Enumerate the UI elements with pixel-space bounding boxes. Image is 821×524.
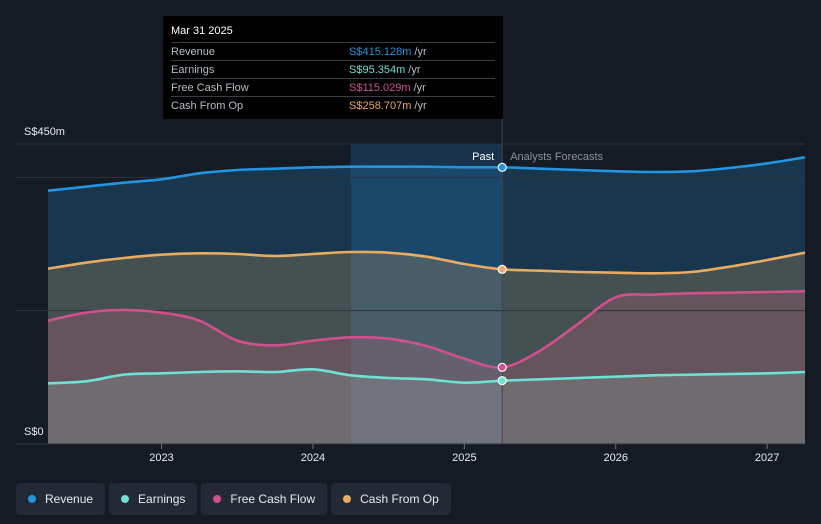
x-axis-ticks: 2023 2024 2025 2026 2027 xyxy=(149,444,779,464)
y-axis-min-label: S$0 xyxy=(24,426,44,438)
free-cash-flow-area xyxy=(48,291,805,444)
tooltip-fcf-unit: /yr xyxy=(413,81,426,94)
tooltip-row-revenue: Revenue S$415.128m /yr xyxy=(171,42,495,60)
tooltip-revenue-name: Revenue xyxy=(171,45,216,58)
forecast-label: Analysts Forecasts xyxy=(510,151,603,163)
x-tick-label: 2027 xyxy=(755,452,779,464)
series-lines xyxy=(47,156,806,385)
x-tick-label: 2024 xyxy=(301,452,325,464)
cash-from-op-marker xyxy=(497,264,507,274)
x-tick-label: 2023 xyxy=(149,452,173,464)
earnings-dot-icon xyxy=(121,495,130,503)
free-cash-flow-dot-icon xyxy=(213,495,222,503)
tooltip-earnings-name: Earnings xyxy=(171,63,215,76)
tooltip-row-earnings: Earnings S$95.354m /yr xyxy=(171,60,495,78)
earnings-area xyxy=(48,369,805,444)
legend-cfo-label: Cash From Op xyxy=(360,492,439,506)
tooltip: Mar 31 2025 Revenue S$415.128m /yr Earni… xyxy=(163,16,503,119)
revenue-marker xyxy=(497,162,507,172)
series-markers xyxy=(497,162,507,386)
past-region-highlight xyxy=(350,144,503,444)
legend-fcf-label: Free Cash Flow xyxy=(230,492,316,506)
x-tick-label: 2026 xyxy=(604,452,628,464)
legend-item-revenue[interactable]: Revenue xyxy=(16,483,106,515)
tooltip-cfo-unit: /yr xyxy=(414,99,427,112)
tooltip-cfo-value: S$258.707m xyxy=(349,99,412,112)
legend-revenue-label: Revenue xyxy=(45,492,94,506)
legend-item-cash-from-op[interactable]: Cash From Op xyxy=(331,483,451,515)
legend-item-earnings[interactable]: Earnings xyxy=(109,483,198,515)
chart-canvas: Past Analysts Forecasts 2023 2024 2025 2026… xyxy=(16,16,806,464)
revenue-line xyxy=(47,156,806,192)
tooltip-revenue-value: S$415.128m xyxy=(349,45,412,58)
earnings-line xyxy=(47,367,806,385)
tooltip-row-cfo: Cash From Op S$258.707m /yr xyxy=(171,96,495,114)
cash-from-op-line xyxy=(47,250,806,275)
tooltip-earnings-unit: /yr xyxy=(408,63,421,76)
past-label: Past xyxy=(472,151,494,163)
tooltip-earnings-value: S$95.354m xyxy=(349,63,406,76)
tooltip-cfo-name: Cash From Op xyxy=(171,99,244,112)
tooltip-revenue-unit: /yr xyxy=(414,45,427,58)
legend-item-free-cash-flow[interactable]: Free Cash Flow xyxy=(201,483,328,515)
series-areas xyxy=(48,157,805,445)
free-cash-flow-line xyxy=(47,290,806,369)
cash-from-op-area xyxy=(48,251,805,444)
free-cash-flow-marker xyxy=(497,362,507,372)
legend-earnings-label: Earnings xyxy=(138,492,186,506)
tooltip-fcf-name: Free Cash Flow xyxy=(171,81,249,94)
tooltip-row-fcf: Free Cash Flow S$115.029m /yr xyxy=(171,78,495,96)
cash-from-op-dot-icon xyxy=(343,495,352,503)
earnings-marker xyxy=(497,376,507,386)
y-axis-max-label: S$450m xyxy=(24,126,65,138)
tooltip-date: Mar 31 2025 xyxy=(171,25,233,37)
legend: Revenue Earnings Free Cash Flow Cash Fro… xyxy=(16,483,451,515)
x-tick-label: 2025 xyxy=(452,452,476,464)
revenue-dot-icon xyxy=(28,495,36,503)
tooltip-fcf-value: S$115.029m xyxy=(349,81,411,94)
